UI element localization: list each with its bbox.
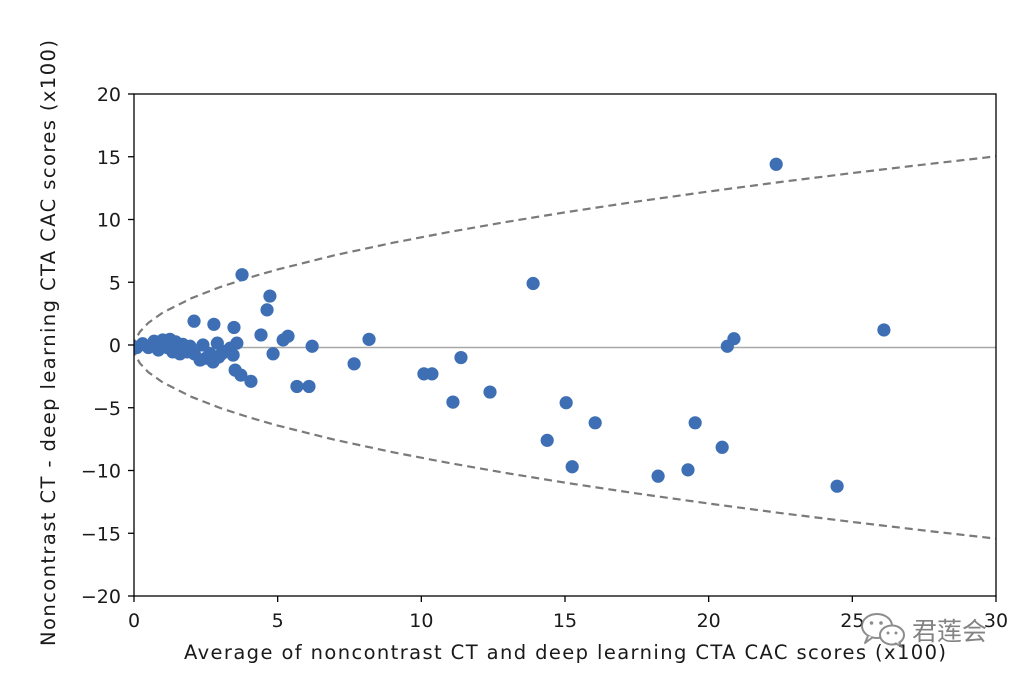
data-point: [196, 338, 210, 352]
data-point: [263, 289, 277, 303]
data-point: [244, 374, 258, 388]
data-point: [715, 440, 729, 454]
watermark-text: 君莲会: [912, 617, 987, 646]
x-tick-label: 25: [840, 610, 864, 632]
y-tick-label: −5: [93, 398, 121, 420]
data-point: [877, 323, 891, 337]
y-tick-label: 20: [97, 84, 121, 106]
data-point: [769, 157, 783, 171]
y-tick-label: 15: [97, 147, 121, 169]
data-point: [446, 395, 460, 409]
x-axis-label: Average of noncontrast CT and deep learn…: [184, 641, 946, 664]
data-point: [559, 396, 573, 410]
data-point: [235, 268, 249, 282]
data-point: [651, 469, 665, 483]
x-tick-label: 15: [553, 610, 577, 632]
y-axis-label: Noncontrast CT - deep learning CTA CAC s…: [37, 40, 60, 646]
y-tick-label: −10: [81, 461, 121, 483]
data-point: [681, 463, 695, 477]
x-tick-label: 20: [697, 610, 721, 632]
y-tick-label: −20: [81, 586, 121, 608]
data-point: [483, 385, 497, 399]
data-point: [454, 350, 468, 365]
data-point: [588, 416, 602, 430]
lower-limit-curve: [134, 347, 996, 540]
data-point: [305, 339, 319, 353]
data-point: [347, 357, 361, 371]
data-point: [720, 339, 734, 353]
wechat-icon: [861, 613, 905, 648]
data-point: [266, 347, 280, 361]
data-point: [210, 336, 224, 350]
data-point: [540, 433, 554, 447]
data-point: [526, 276, 540, 291]
x-tick-label: 10: [409, 610, 433, 632]
y-tick-label: 0: [109, 335, 121, 357]
y-tick-label: 10: [97, 210, 121, 232]
x-tick-label: 5: [272, 610, 284, 632]
data-point: [425, 367, 439, 381]
data-point: [234, 368, 248, 382]
data-point: [260, 303, 274, 317]
data-point: [830, 479, 844, 493]
scatter-points: [134, 157, 891, 493]
x-tick-label: 30: [984, 610, 1008, 632]
data-point: [227, 320, 241, 335]
data-point: [688, 416, 702, 430]
data-point: [362, 332, 376, 346]
y-tick-label: 5: [109, 272, 121, 294]
data-point: [187, 314, 201, 328]
upper-limit-curve: [134, 155, 996, 348]
data-point: [565, 460, 579, 474]
data-point: [276, 333, 290, 347]
data-point: [254, 328, 268, 342]
data-point: [207, 317, 221, 331]
data-point: [223, 341, 237, 355]
data-point: [302, 379, 316, 394]
data-point: [290, 379, 304, 394]
y-tick-label: −15: [81, 523, 121, 545]
watermark: 君莲会: [861, 613, 987, 648]
plot-lines: [134, 155, 996, 540]
x-tick-label: 0: [128, 610, 140, 632]
axis-ticks: 0 5 10 15 20 25 30 20 15 10 5 0 −5 −10 −15 −20: [81, 84, 1008, 632]
